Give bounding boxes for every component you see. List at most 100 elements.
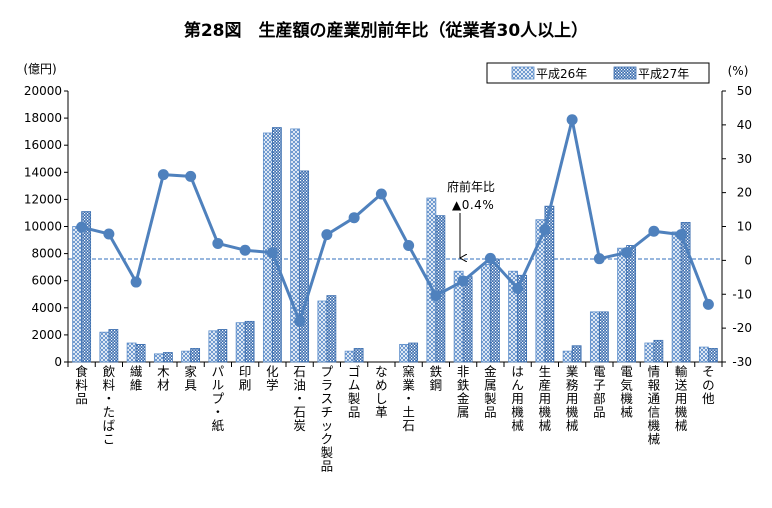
legend-swatch-h27 — [613, 66, 637, 80]
annotation: 府前年比 ▲0.4% — [447, 179, 495, 258]
bars-group — [72, 127, 718, 363]
line-point — [702, 298, 714, 310]
left-tick-label: 20000 — [24, 84, 62, 98]
line-point — [348, 212, 360, 224]
annotation-value: ▲0.4% — [452, 198, 494, 212]
line-point — [212, 237, 224, 249]
bar-h26 — [399, 343, 410, 363]
line-point — [239, 244, 251, 256]
category-label: プラスチック製品 — [321, 364, 334, 474]
category-label: なめし革 — [375, 364, 388, 420]
bar-h27 — [81, 211, 92, 363]
bar-h26 — [698, 346, 709, 363]
bar-h27 — [435, 215, 446, 363]
right-tick-label: -10 — [732, 287, 752, 301]
bar-h27 — [598, 311, 609, 363]
line-point — [430, 290, 442, 302]
bar-h26 — [317, 300, 328, 363]
legend-label-h27: 平成27年 — [638, 67, 689, 81]
category-label: 情報通信機械 — [648, 364, 661, 447]
bar-h26 — [290, 128, 301, 363]
line-point — [375, 188, 387, 200]
bar-h27 — [571, 345, 582, 363]
line-point — [76, 221, 88, 233]
bar-h27 — [135, 343, 146, 363]
category-label: 電気機械 — [620, 364, 633, 420]
right-tick-label: 10 — [737, 220, 752, 234]
category-label: 化学 — [266, 364, 279, 393]
left-tick-label: 4000 — [31, 301, 62, 315]
category-label: 非鉄金属 — [457, 364, 470, 420]
category-label: 飲料・たばこ — [103, 364, 116, 447]
left-tick-label: 14000 — [24, 165, 62, 179]
category-label: 木材 — [157, 364, 170, 393]
right-tick-label: 40 — [737, 118, 752, 132]
bar-h27 — [680, 222, 691, 363]
line-point — [621, 247, 633, 259]
right-tick-label: 30 — [737, 152, 752, 166]
left-tick-label: 8000 — [31, 247, 62, 261]
bar-h27 — [462, 276, 473, 363]
bar-h27 — [108, 329, 119, 363]
line-point — [593, 253, 605, 265]
bar-h27 — [244, 320, 255, 363]
left-tick-label: 2000 — [31, 328, 62, 342]
line-point — [512, 282, 524, 294]
left-tick-label: 12000 — [24, 192, 62, 206]
line-point — [457, 275, 469, 287]
bar-h27 — [653, 339, 664, 363]
bar-h27 — [489, 258, 500, 363]
left-tick-label: 0 — [54, 355, 62, 369]
line-point — [648, 225, 660, 237]
category-label: 電子部品 — [593, 364, 606, 420]
left-tick-label: 10000 — [24, 220, 62, 234]
right-axis-unit: (%) — [728, 64, 749, 78]
line-point — [566, 114, 578, 126]
category-label: その他 — [702, 364, 715, 406]
legend-frame — [486, 62, 710, 84]
bar-h27 — [190, 348, 201, 363]
bar-h26 — [99, 331, 110, 363]
bar-h26 — [644, 342, 655, 363]
line-point — [157, 169, 169, 181]
category-label: 金属製品 — [484, 364, 497, 420]
category-label: 業務用機械 — [566, 364, 579, 433]
line-series-group — [76, 114, 714, 327]
bar-h27 — [408, 342, 419, 363]
legend-swatch-h26 — [511, 66, 535, 80]
bar-h27 — [326, 295, 337, 363]
left-tick-label: 18000 — [24, 111, 62, 125]
category-label: 繊維 — [130, 364, 143, 393]
category-label: 石油・石炭 — [293, 364, 306, 433]
axes-group: 0 2000 4000 6000 8000 10000 12000 14000 16000 180… — [24, 84, 752, 369]
category-label: 生産用機械 — [539, 364, 552, 433]
left-tick-label: 16000 — [24, 138, 62, 152]
line-point — [103, 228, 115, 240]
bar-h26 — [235, 322, 246, 363]
category-label: パルプ・紙 — [212, 364, 225, 433]
line-point — [321, 229, 333, 241]
category-label: ゴム製品 — [348, 364, 361, 420]
bar-h27 — [626, 245, 637, 363]
bar-h26 — [153, 353, 164, 363]
bar-h27 — [707, 348, 718, 363]
category-label: 鉄鋼 — [430, 364, 443, 393]
line-point — [675, 229, 687, 241]
bar-h26 — [344, 350, 355, 363]
legend: 平成26年 平成27年 — [486, 62, 710, 84]
right-tick-label: -30 — [732, 355, 752, 369]
bar-h27 — [271, 127, 282, 363]
left-axis-unit: (億円) — [23, 62, 56, 76]
bar-h26 — [671, 231, 682, 363]
bar-h27 — [217, 329, 228, 363]
bar-h26 — [480, 264, 491, 363]
legend-label-h26: 平成26年 — [536, 67, 587, 81]
category-label: はん用機械 — [511, 364, 524, 433]
right-tick-label: 20 — [737, 186, 752, 200]
bar-h26 — [562, 350, 573, 363]
bar-h26 — [589, 311, 600, 363]
category-label: 食料品 — [75, 364, 88, 406]
bar-h27 — [162, 352, 173, 363]
